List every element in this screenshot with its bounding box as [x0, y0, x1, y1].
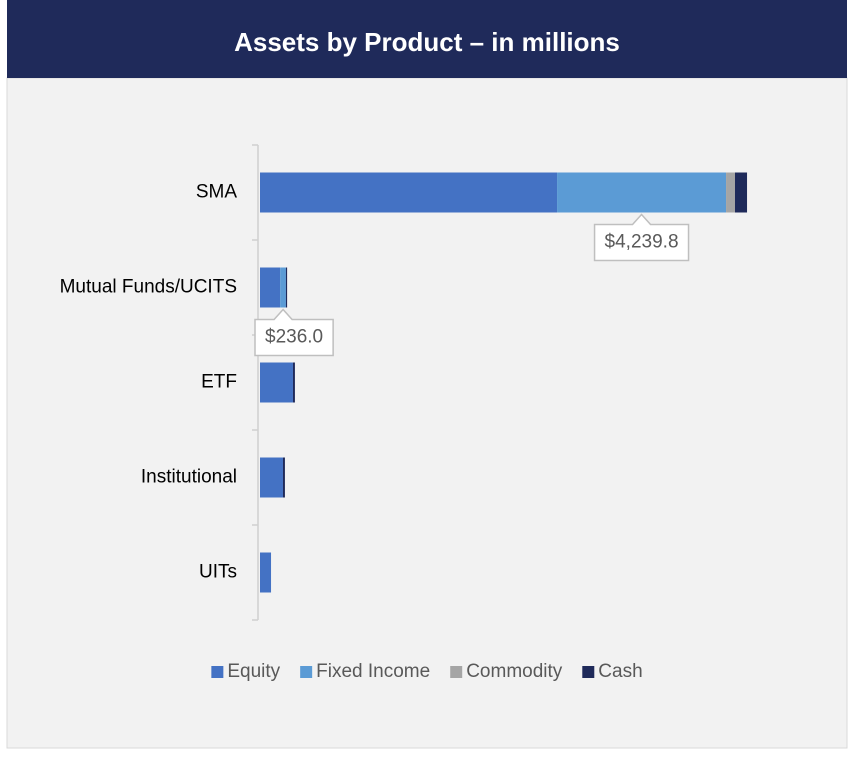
legend-label: Equity: [227, 661, 280, 682]
category-label: Institutional: [141, 467, 237, 488]
total-label: $4,239.8: [605, 232, 679, 253]
legend-swatch: [582, 666, 595, 678]
legend-label: Commodity: [466, 661, 563, 682]
category-label: ETF: [201, 372, 237, 393]
total-label: $236.0: [265, 327, 323, 348]
bar-segment: [734, 172, 748, 213]
legend-swatch: [450, 666, 463, 678]
bar-segment: [280, 267, 286, 308]
category-label: Mutual Funds/UCITS: [60, 277, 237, 298]
bar-segment: [260, 362, 293, 403]
bar-segment: [726, 172, 735, 213]
legend-swatch: [211, 666, 224, 678]
category-label: UITs: [199, 562, 237, 583]
legend-label: Fixed Income: [316, 661, 430, 682]
bar-segment: [260, 457, 283, 498]
bar-segment: [285, 267, 288, 308]
bar-segment: [260, 172, 558, 213]
bar-segment: [282, 457, 285, 498]
callout-box: [593, 213, 690, 262]
chart-title: Assets by Product – in millions: [234, 27, 620, 57]
bar-segment: [260, 552, 272, 593]
header: [7, 0, 847, 78]
category-label: SMA: [196, 182, 238, 203]
bar-segment: [557, 172, 727, 213]
legend-swatch: [300, 666, 313, 678]
bar-segment: [260, 267, 281, 308]
callout-box: [254, 308, 334, 357]
legend-label: Cash: [598, 661, 642, 682]
bar-segment: [292, 362, 295, 403]
